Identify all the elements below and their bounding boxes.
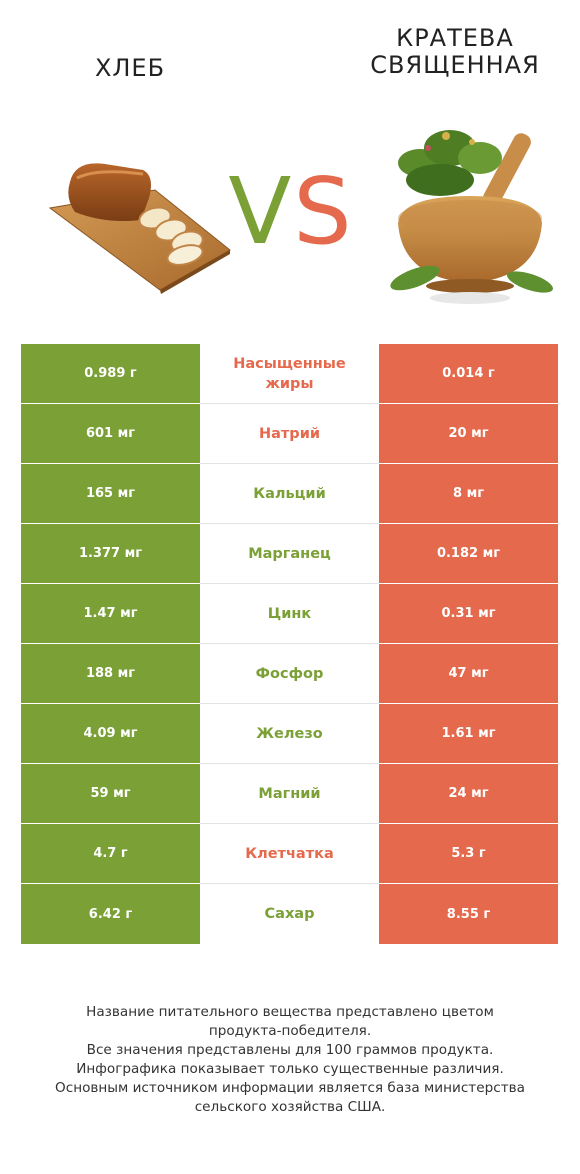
herbs-mortar-image: [380, 118, 560, 313]
table-row: 6.42 г Сахар 8.55 г: [21, 884, 558, 944]
right-value: 0.014 г: [379, 344, 558, 404]
nutrient-label: Клетчатка: [200, 824, 379, 884]
table-row: 601 мг Натрий 20 мг: [21, 404, 558, 464]
right-value: 47 мг: [379, 644, 558, 704]
nutrient-label: Сахар: [200, 884, 379, 944]
right-value: 24 мг: [379, 764, 558, 824]
right-value: 8 мг: [379, 464, 558, 524]
nutrient-label: Цинк: [200, 584, 379, 644]
nutrient-label: Кальций: [200, 464, 379, 524]
table-row: 1.377 мг Марганец 0.182 мг: [21, 524, 558, 584]
vs-label: VS: [226, 162, 356, 262]
right-value: 0.182 мг: [379, 524, 558, 584]
left-value: 1.377 мг: [21, 524, 200, 584]
footer-line: сельского хозяйства США.: [194, 1099, 386, 1115]
table-row: 188 мг Фосфор 47 мг: [21, 644, 558, 704]
left-value: 0.989 г: [21, 344, 200, 404]
left-value: 1.47 мг: [21, 584, 200, 644]
footer-line: Название питательного вещества представл…: [86, 1004, 494, 1020]
footer-line: продукта-победителя.: [208, 1023, 372, 1039]
table-row: 4.7 г Клетчатка 5.3 г: [21, 824, 558, 884]
left-value: 4.09 мг: [21, 704, 200, 764]
left-value: 601 мг: [21, 404, 200, 464]
table-row: 59 мг Магний 24 мг: [21, 764, 558, 824]
vs-s: S: [293, 158, 354, 265]
left-product-title: ХЛЕБ: [94, 54, 166, 82]
nutrient-label: Фосфор: [200, 644, 379, 704]
right-product-title-line1: КРАТЕВА: [396, 24, 514, 52]
left-value: 4.7 г: [21, 824, 200, 884]
right-value: 8.55 г: [379, 884, 558, 944]
left-value: 188 мг: [21, 644, 200, 704]
right-value: 5.3 г: [379, 824, 558, 884]
nutrient-label: Магний: [200, 764, 379, 824]
footer-line: Основным источником информации является …: [55, 1080, 525, 1096]
nutrient-label: Железо: [200, 704, 379, 764]
footer-line: Инфографика показывает только существенн…: [76, 1061, 504, 1077]
bread-image: [45, 150, 235, 295]
left-value: 6.42 г: [21, 884, 200, 944]
right-value: 20 мг: [379, 404, 558, 464]
table-row: 4.09 мг Железо 1.61 мг: [21, 704, 558, 764]
footer-notes: Название питательного вещества представл…: [20, 1003, 560, 1117]
left-value: 59 мг: [21, 764, 200, 824]
nutrient-label: Насыщенные жиры: [200, 344, 379, 404]
table-row: 1.47 мг Цинк 0.31 мг: [21, 584, 558, 644]
right-value: 0.31 мг: [379, 584, 558, 644]
right-product-title: КРАТЕВА СВЯЩЕННАЯ: [340, 25, 570, 79]
table-row: 0.989 г Насыщенные жиры 0.014 г: [21, 344, 558, 404]
right-value: 1.61 мг: [379, 704, 558, 764]
footer-line: Все значения представлены для 100 граммо…: [86, 1042, 494, 1058]
nutrient-label: Марганец: [200, 524, 379, 584]
vs-v: V: [228, 158, 294, 265]
nutrient-label: Натрий: [200, 404, 379, 464]
right-product-title-line2: СВЯЩЕННАЯ: [370, 51, 540, 79]
left-value: 165 мг: [21, 464, 200, 524]
comparison-table: 0.989 г Насыщенные жиры 0.014 г 601 мг Натри…: [21, 344, 558, 944]
table-row: 165 мг Кальций 8 мг: [21, 464, 558, 524]
